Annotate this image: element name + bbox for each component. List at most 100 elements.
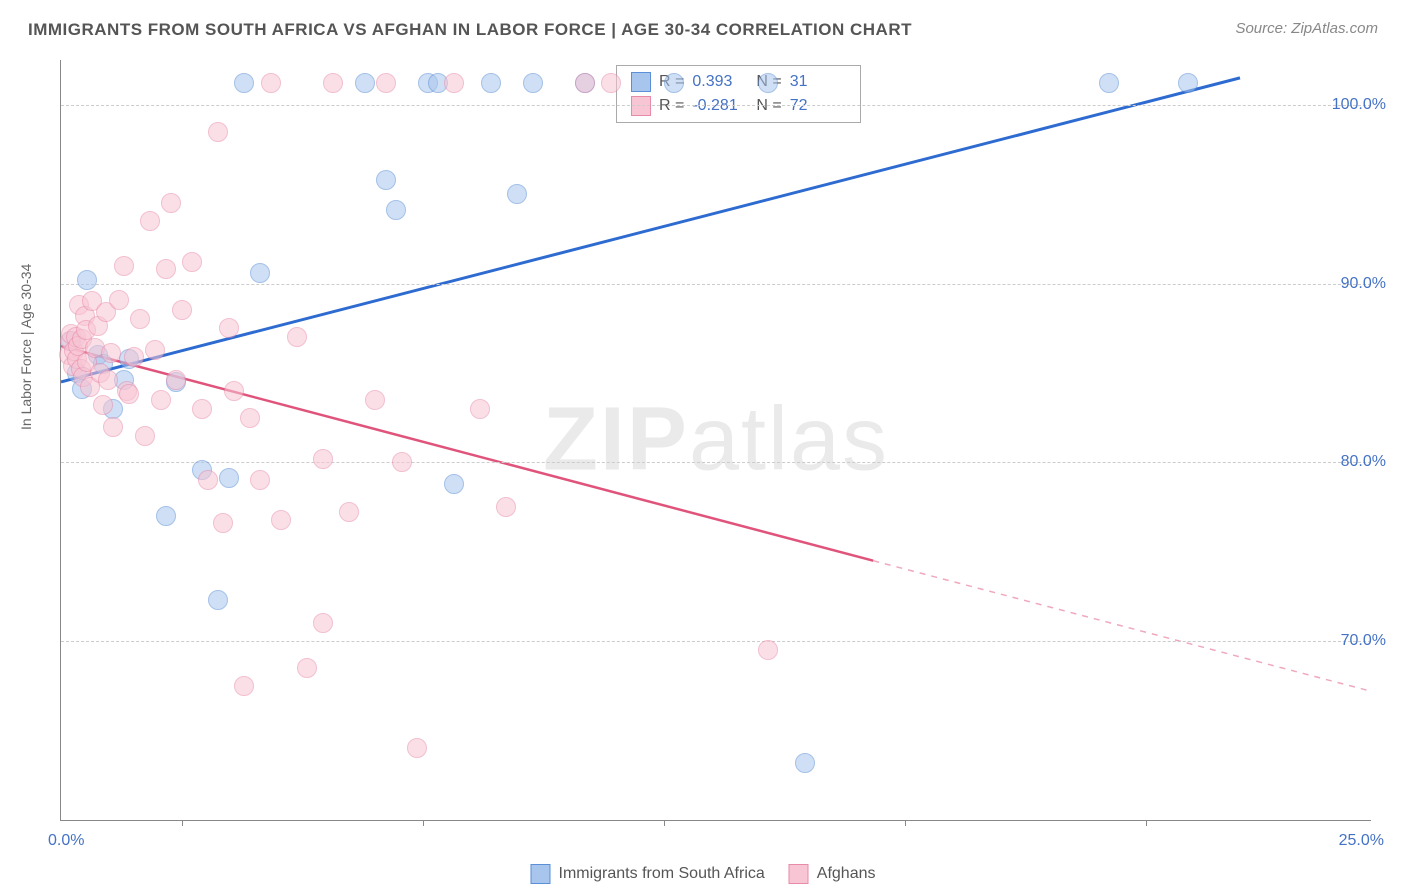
legend-swatch <box>789 864 809 884</box>
data-point-afghans <box>198 470 218 490</box>
data-point-south_africa <box>523 73 543 93</box>
legend-item: Afghans <box>789 864 876 884</box>
stats-row: R = -0.281 N = 72 <box>631 94 846 118</box>
x-minor-tick <box>182 820 183 826</box>
data-point-afghans <box>758 640 778 660</box>
data-point-south_africa <box>250 263 270 283</box>
data-point-south_africa <box>664 73 684 93</box>
data-point-afghans <box>271 510 291 530</box>
data-point-afghans <box>208 122 228 142</box>
data-point-south_africa <box>234 73 254 93</box>
data-point-afghans <box>119 384 139 404</box>
x-minor-tick <box>905 820 906 826</box>
trendline-extrapolated-afghans <box>873 561 1371 692</box>
data-point-afghans <box>250 470 270 490</box>
stats-swatch <box>631 72 651 92</box>
trendlines-svg <box>61 60 1371 820</box>
watermark-rest: atlas <box>689 390 889 490</box>
data-point-south_africa <box>1099 73 1119 93</box>
data-point-afghans <box>287 327 307 347</box>
r-label: R = <box>659 97 684 115</box>
data-point-afghans <box>213 513 233 533</box>
data-point-afghans <box>297 658 317 678</box>
y-tick-label: 80.0% <box>1341 453 1386 471</box>
y-tick-label: 90.0% <box>1341 275 1386 293</box>
n-value: 31 <box>790 73 846 91</box>
chart-title: IMMIGRANTS FROM SOUTH AFRICA VS AFGHAN I… <box>28 20 912 40</box>
data-point-afghans <box>470 399 490 419</box>
watermark-bold: ZIP <box>543 390 689 490</box>
data-point-south_africa <box>355 73 375 93</box>
data-point-afghans <box>575 73 595 93</box>
data-point-south_africa <box>376 170 396 190</box>
data-point-afghans <box>109 290 129 310</box>
n-value: 72 <box>790 97 846 115</box>
data-point-afghans <box>240 408 260 428</box>
data-point-afghans <box>93 395 113 415</box>
data-point-south_africa <box>208 590 228 610</box>
y-tick-label: 70.0% <box>1341 632 1386 650</box>
x-tick-label: 0.0% <box>48 832 84 850</box>
x-minor-tick <box>1146 820 1147 826</box>
data-point-south_africa <box>386 200 406 220</box>
data-point-afghans <box>261 73 281 93</box>
data-point-south_africa <box>795 753 815 773</box>
source-attribution: Source: ZipAtlas.com <box>1235 20 1378 37</box>
data-point-south_africa <box>444 474 464 494</box>
data-point-afghans <box>601 73 621 93</box>
data-point-afghans <box>192 399 212 419</box>
data-point-afghans <box>365 390 385 410</box>
legend-swatch <box>530 864 550 884</box>
data-point-afghans <box>172 300 192 320</box>
data-point-afghans <box>339 502 359 522</box>
data-point-afghans <box>234 676 254 696</box>
x-minor-tick <box>423 820 424 826</box>
stats-swatch <box>631 96 651 116</box>
data-point-afghans <box>130 309 150 329</box>
data-point-south_africa <box>219 468 239 488</box>
data-point-south_africa <box>481 73 501 93</box>
data-point-afghans <box>224 381 244 401</box>
data-point-afghans <box>151 390 171 410</box>
data-point-afghans <box>156 259 176 279</box>
data-point-afghans <box>114 256 134 276</box>
trendline-south_africa <box>61 78 1240 382</box>
x-tick-label: 25.0% <box>1339 832 1384 850</box>
legend-label: Immigrants from South Africa <box>558 865 764 883</box>
gridline-horizontal <box>61 462 1371 463</box>
data-point-south_africa <box>758 73 778 93</box>
chart-plot-area: ZIPatlas R = 0.393 N = 31 R = -0.281 N = 72 <box>60 60 1371 821</box>
data-point-afghans <box>124 347 144 367</box>
data-point-afghans <box>182 252 202 272</box>
x-minor-tick <box>664 820 665 826</box>
data-point-afghans <box>313 449 333 469</box>
r-value: 0.393 <box>692 73 748 91</box>
data-point-afghans <box>145 340 165 360</box>
gridline-horizontal <box>61 105 1371 106</box>
data-point-afghans <box>166 370 186 390</box>
data-point-afghans <box>135 426 155 446</box>
gridline-horizontal <box>61 641 1371 642</box>
data-point-afghans <box>323 73 343 93</box>
data-point-south_africa <box>77 270 97 290</box>
data-point-afghans <box>444 73 464 93</box>
y-axis-label: In Labor Force | Age 30-34 <box>18 264 34 430</box>
data-point-south_africa <box>156 506 176 526</box>
data-point-afghans <box>103 417 123 437</box>
data-point-afghans <box>392 452 412 472</box>
data-point-afghans <box>98 370 118 390</box>
data-point-afghans <box>219 318 239 338</box>
data-point-afghans <box>161 193 181 213</box>
data-point-afghans <box>140 211 160 231</box>
data-point-afghans <box>376 73 396 93</box>
correlation-stats-box: R = 0.393 N = 31 R = -0.281 N = 72 <box>616 65 861 123</box>
watermark: ZIPatlas <box>543 389 889 492</box>
y-tick-label: 100.0% <box>1332 96 1386 114</box>
data-point-afghans <box>101 343 121 363</box>
data-point-south_africa <box>507 184 527 204</box>
legend-item: Immigrants from South Africa <box>530 864 764 884</box>
legend: Immigrants from South Africa Afghans <box>530 864 875 884</box>
data-point-afghans <box>313 613 333 633</box>
r-value: -0.281 <box>692 97 748 115</box>
n-label: N = <box>756 97 781 115</box>
